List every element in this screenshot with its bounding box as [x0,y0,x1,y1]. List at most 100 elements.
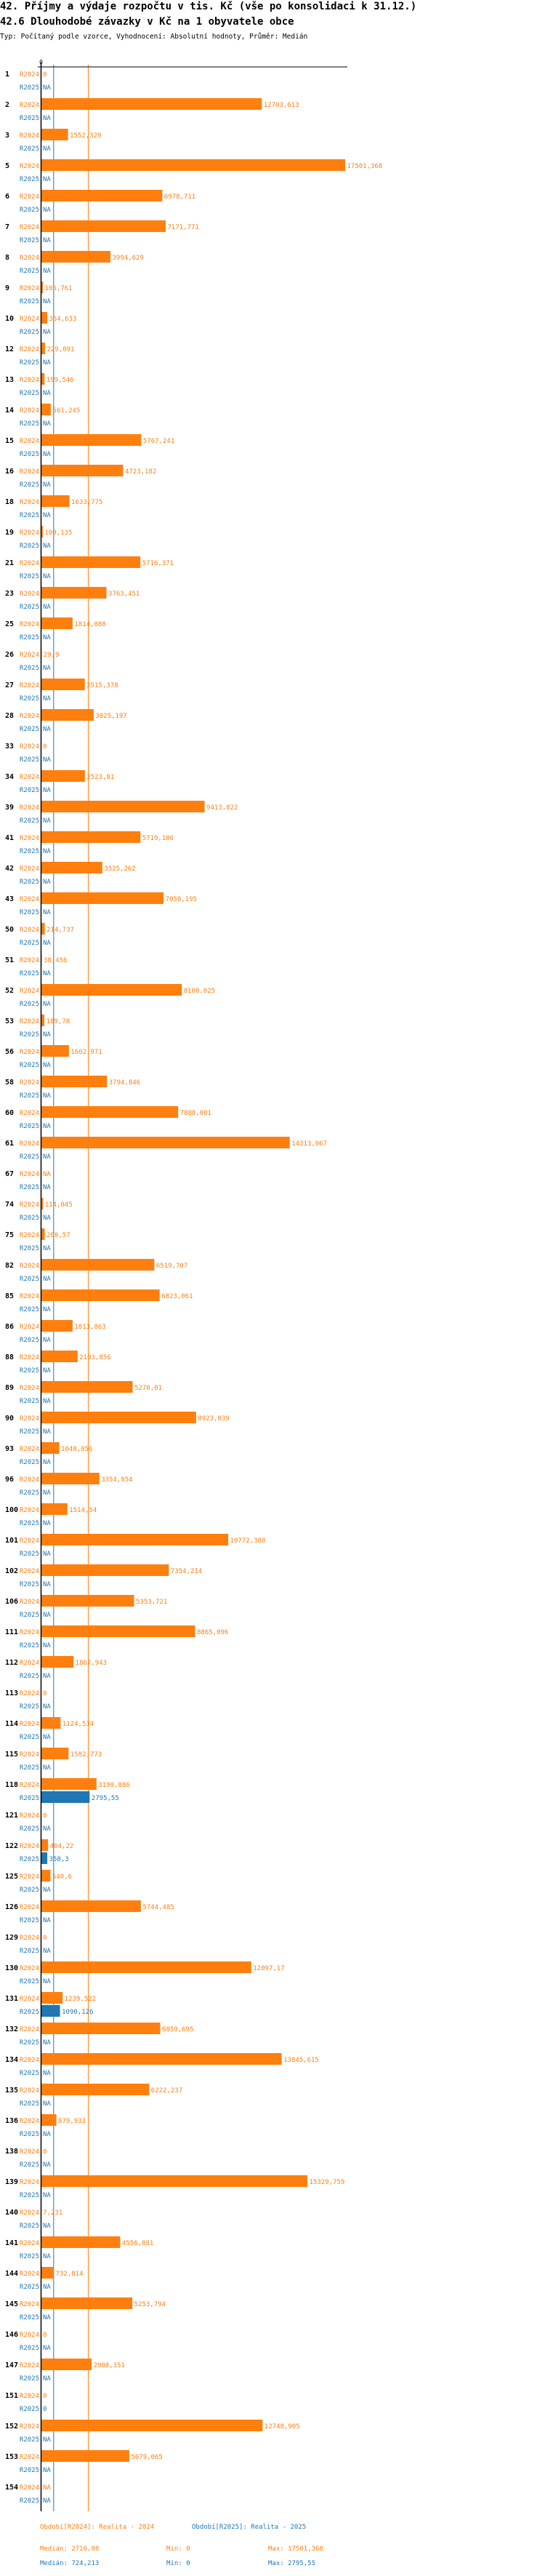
category-label: 9 [5,284,9,292]
series-label-r2024: R2024 [20,285,39,292]
series-label-r2025: R2025 [20,207,39,214]
value-label-na: NA [43,176,51,183]
value-label: 1239,522 [65,1996,96,2003]
value-label: 17501,368 [347,163,383,170]
category-label: 8 [5,254,9,262]
category-label: 101 [5,1537,18,1545]
value-label: 1552,329 [70,132,101,140]
series-label-r2024: R2024 [20,2148,39,2156]
bar-r2024 [41,1961,251,1973]
value-label-na: NA [43,390,51,397]
series-label-r2024: R2024 [20,102,39,109]
value-label: 1633,775 [71,499,102,506]
series-label-r2024: R2024 [20,1599,39,1606]
value-label-na: NA [43,2192,51,2199]
series-label-r2025: R2025 [20,2039,39,2047]
category-label: 147 [5,2361,18,2369]
value-label: 9413,822 [206,804,238,812]
category-label: 12 [5,345,14,353]
category-label: 26 [5,651,14,659]
value-label-na: NA [43,298,51,305]
x-tick-label: 0 [39,59,43,65]
bar-r2024 [41,129,68,140]
series-label-r2025: R2025 [20,1337,39,1344]
bar-r2024 [41,1106,179,1118]
series-label-r2025: R2025 [20,1031,39,1039]
value-label-na: NA [43,237,51,244]
value-label-na: NA [43,1520,51,1527]
series-label-r2025: R2025 [20,1184,39,1191]
value-label: 6222,237 [151,2087,182,2095]
series-label-r2024: R2024 [20,1782,39,1789]
series-label-r2025: R2025 [20,2406,39,2413]
value-label: 3794,846 [109,1079,140,1087]
series-label-r2025: R2025 [20,1856,39,1863]
value-label-na: NA [43,1703,51,1711]
category-label: 41 [5,834,14,842]
bar-r2024 [41,1717,61,1729]
series-label-r2024: R2024 [20,2332,39,2339]
series-label-r2025: R2025 [20,1825,39,1833]
category-label: 131 [5,1995,18,2003]
value-label: 3354,854 [101,1476,132,1484]
value-label: 8100,025 [184,988,215,995]
bar-r2024 [41,1289,160,1301]
series-label-r2025: R2025 [20,1764,39,1772]
value-label: 7354,214 [171,1568,202,1575]
category-label: 132 [5,2025,18,2033]
bar-r2024 [41,1503,68,1515]
series-label-r2024: R2024 [20,2087,39,2095]
value-label-na: NA [43,2161,51,2169]
series-label-r2025: R2025 [20,2436,39,2444]
series-label-r2024: R2024 [20,2393,39,2400]
series-label-r2025: R2025 [20,1245,39,1252]
bar-r2024 [41,2114,57,2126]
value-label: 2523,81 [86,774,114,781]
series-label-r2024: R2024 [20,1568,39,1575]
value-label-na: NA [43,2070,51,2077]
value-label-na: NA [43,2467,51,2474]
value-label-na: NA [43,2345,51,2352]
series-label-r2025: R2025 [20,634,39,641]
series-label-r2025: R2025 [20,1367,39,1375]
category-label: 112 [5,1659,18,1667]
value-label: 208,57 [47,1232,70,1239]
category-label: 154 [5,2484,18,2492]
series-label-r2024: R2024 [20,438,39,445]
value-label: 1814,088 [74,621,105,628]
bar-r2024 [41,2420,263,2431]
category-label: 151 [5,2392,18,2400]
series-label-r2025: R2025 [20,1276,39,1283]
value-label-na: NA [43,1948,51,1955]
value-label-na: NA [43,2484,51,2492]
category-label: 122 [5,1842,18,1850]
series-label-r2025: R2025 [20,1123,39,1130]
value-label: 4556,881 [122,2240,153,2247]
value-label-na: NA [43,1673,51,1680]
value-label: 5719,186 [142,835,174,842]
series-label-r2025: R2025 [20,1215,39,1222]
category-label: 145 [5,2300,18,2308]
value-label-na: NA [43,1184,51,1191]
category-label: 42 [5,865,14,873]
category-label: 25 [5,620,14,628]
bar-r2024 [41,556,141,568]
value-label: 1582,773 [70,1751,102,1759]
series-label-r2025: R2025 [20,390,39,397]
bar-r2024 [41,831,141,843]
series-label-r2025: R2025 [20,1642,39,1649]
series-label-r2025: R2025 [20,451,39,458]
category-label: 27 [5,681,14,689]
series-label-r2025: R2025 [20,2467,39,2474]
series-label-r2024: R2024 [20,1873,39,1881]
series-label-r2024: R2024 [20,407,39,415]
category-label: 52 [5,987,14,995]
stat-median-r2024: Medián: 2716,08 [40,2545,99,2553]
value-label: 1602,971 [70,1049,102,1056]
value-label: 0 [43,1935,47,1942]
bar-r2024 [41,2084,150,2095]
value-label-na: NA [43,665,51,672]
category-label: 138 [5,2148,18,2156]
value-label-na: NA [43,756,51,764]
